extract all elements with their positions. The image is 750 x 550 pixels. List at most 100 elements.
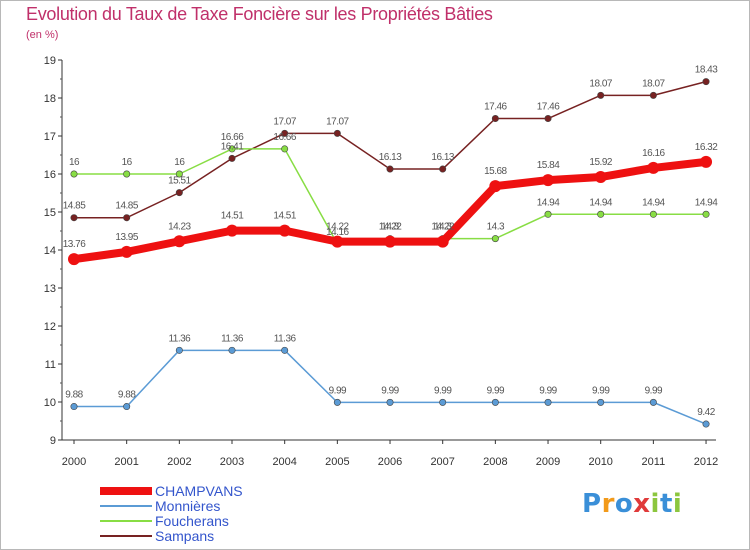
chart-title: Evolution du Taux de Taxe Foncière sur l… [26, 4, 493, 24]
data-label-foucherans: 14.94 [642, 197, 665, 208]
data-point-monnieres [175, 346, 183, 354]
data-point-sampans [70, 214, 78, 222]
y-tick-label: 12 [44, 321, 56, 333]
data-label-monnieres: 9.99 [381, 385, 399, 396]
y-tick-label: 13 [44, 283, 56, 295]
data-label-sampans: 16.41 [221, 141, 244, 152]
logo-letter: P [582, 489, 602, 519]
data-point-champvans [594, 171, 607, 184]
data-point-champvans [68, 253, 80, 266]
data-point-monnieres [70, 403, 78, 411]
data-point-sampans [649, 91, 657, 99]
data-label-sampans: 14.85 [115, 201, 138, 212]
data-point-champvans [173, 235, 186, 248]
legend-item-sampans: Sampans [100, 529, 400, 544]
data-point-champvans [331, 235, 344, 248]
data-label-champvans: 13.95 [115, 232, 138, 243]
data-labels-layer: 14.85 14.85 15.51 16.41 17.07 17.07 16.13 16.13… [63, 65, 719, 418]
data-point-champvans [120, 245, 133, 258]
data-point-monnieres [228, 346, 236, 354]
data-label-monnieres: 11.36 [221, 333, 244, 344]
data-point-foucherans [175, 170, 183, 178]
data-point-monnieres [597, 398, 605, 406]
x-tick-label: 2004 [272, 456, 296, 468]
data-point-champvans [700, 155, 713, 168]
data-label-sampans: 16.13 [379, 152, 402, 163]
x-tick-label: 2003 [220, 456, 244, 468]
data-label-sampans: 17.07 [273, 116, 296, 127]
legend-label-sampans: Sampans [155, 528, 215, 544]
data-label-monnieres: 9.99 [487, 385, 505, 396]
data-point-sampans [702, 78, 710, 86]
legend: CHAMPVANS Monnières Foucherans Sampans [100, 484, 400, 544]
data-label-monnieres: 9.99 [539, 385, 557, 396]
data-label-foucherans: 16 [69, 157, 80, 168]
legend-item-foucherans: Foucherans [100, 514, 400, 529]
data-point-foucherans [123, 170, 131, 178]
data-point-champvans [226, 224, 239, 237]
data-point-monnieres [544, 398, 552, 406]
data-point-sampans [333, 129, 341, 137]
logo-letter: o [614, 489, 634, 519]
data-point-monnieres [439, 398, 447, 406]
data-point-sampans [281, 129, 289, 137]
data-point-champvans [278, 224, 291, 237]
y-tick-label: 15 [44, 207, 56, 219]
data-point-sampans [439, 165, 447, 173]
y-tick-label: 16 [44, 169, 56, 181]
data-point-sampans [228, 154, 236, 162]
data-point-foucherans [281, 145, 289, 153]
data-label-monnieres: 11.36 [168, 333, 191, 344]
data-label-sampans: 15.51 [168, 176, 191, 187]
x-tick-label: 2008 [483, 456, 507, 468]
data-point-monnieres [649, 398, 657, 406]
data-label-foucherans: 16 [122, 157, 133, 168]
data-label-champvans: 14.22 [379, 222, 402, 233]
y-tick-label: 11 [45, 359, 56, 371]
y-tick-label: 18 [44, 93, 56, 105]
data-point-foucherans [597, 210, 605, 218]
legend-item-champvans: CHAMPVANS [100, 484, 400, 499]
x-tick-label: 2011 [642, 456, 666, 468]
data-label-foucherans: 16 [174, 157, 185, 168]
data-point-sampans [386, 165, 394, 173]
x-tick-label: 2006 [378, 456, 402, 468]
y-tick-label: 14 [44, 245, 56, 257]
data-label-foucherans: 14.94 [695, 197, 718, 208]
data-label-champvans: 16.32 [695, 142, 718, 153]
x-tick-label: 2000 [62, 456, 86, 468]
legend-label-monnieres: Monnières [155, 498, 221, 514]
legend-swatch-monnieres [100, 505, 152, 507]
data-point-sampans [175, 189, 183, 197]
data-point-monnieres [333, 398, 341, 406]
x-tick-label: 2009 [536, 456, 560, 468]
data-point-monnieres [491, 398, 499, 406]
data-label-foucherans: 14.3 [381, 222, 399, 233]
data-label-foucherans: 14.94 [537, 197, 560, 208]
data-label-foucherans: 14.3 [434, 222, 452, 233]
data-label-champvans: 14.22 [431, 222, 454, 233]
data-label-foucherans: 16.66 [221, 132, 244, 143]
data-label-monnieres: 9.88 [65, 390, 83, 401]
y-tick-label: 10 [44, 397, 56, 409]
data-label-champvans: 14.51 [273, 211, 296, 222]
data-point-champvans [436, 235, 449, 248]
logo-letter: r [601, 489, 615, 519]
data-label-champvans: 15.92 [589, 157, 612, 168]
logo-letter: x [633, 489, 651, 519]
data-label-foucherans: 14.3 [487, 222, 505, 233]
data-point-foucherans [544, 210, 552, 218]
data-point-champvans [489, 180, 502, 193]
data-point-foucherans [70, 170, 78, 178]
data-label-sampans: 18.07 [642, 78, 665, 89]
data-label-sampans: 18.07 [589, 78, 612, 89]
data-point-foucherans [649, 210, 657, 218]
logo-letter: i [650, 489, 660, 519]
data-label-champvans: 14.22 [326, 222, 349, 233]
data-point-sampans [491, 115, 499, 123]
data-label-monnieres: 9.99 [645, 385, 663, 396]
data-label-monnieres: 9.88 [118, 390, 136, 401]
data-label-champvans: 15.68 [484, 166, 507, 177]
